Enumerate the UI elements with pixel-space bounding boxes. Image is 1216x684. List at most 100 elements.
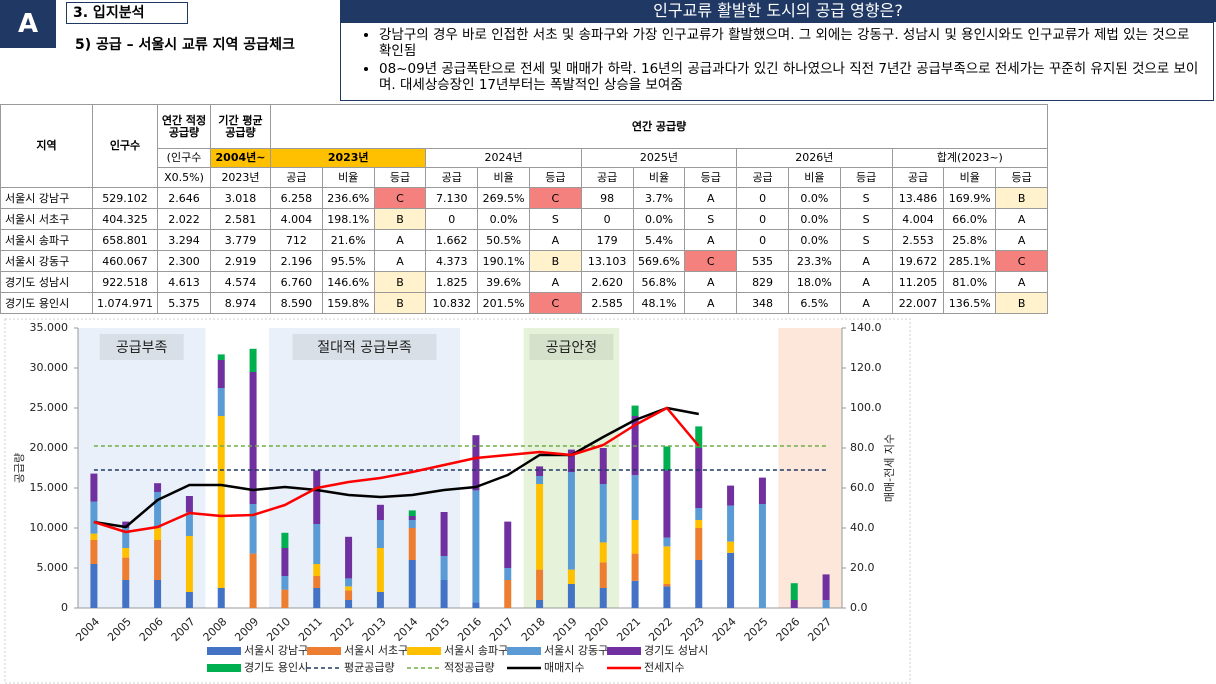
table-cell: 190.1% <box>477 250 530 272</box>
bar-segment <box>408 510 416 516</box>
bar-segment <box>567 449 575 472</box>
table-cell: 18.0% <box>787 271 841 293</box>
bar-segment <box>695 508 703 520</box>
table-cell: 경기도 용인시 <box>0 292 93 314</box>
table-cell: 경기도 성남시 <box>0 271 93 293</box>
x-tick-label: 2020 <box>583 615 612 644</box>
y-axis-title: 공급량 <box>13 453 26 483</box>
table-cell: 50.5% <box>477 229 530 251</box>
table-cell: 712 <box>270 229 323 251</box>
x-tick-label: 2012 <box>328 615 357 644</box>
legend-label: 경기도 성남시 <box>644 644 708 657</box>
legend-swatch <box>207 647 241 655</box>
table-cell: S <box>528 208 582 230</box>
table-cell: 25.8% <box>943 229 997 251</box>
y2-axis-title: 매매-전세 지수 <box>883 434 896 502</box>
table-cell: 19.672 <box>891 250 945 272</box>
header-cell: 2025년 <box>580 148 738 168</box>
table-cell: 0.0% <box>787 187 841 209</box>
legend-label: 평균공급량 <box>344 661 395 674</box>
table-cell: 285.1% <box>943 250 997 272</box>
table-cell: 95.5% <box>321 250 375 272</box>
bar-segment <box>790 583 798 600</box>
table-cell: B <box>373 208 427 230</box>
bar-segment <box>567 584 575 608</box>
bar-segment <box>376 504 384 520</box>
table-cell: A <box>684 187 738 209</box>
bar-segment <box>313 524 321 564</box>
table-cell: 201.5% <box>477 292 530 314</box>
bar-segment <box>504 568 512 580</box>
table-cell: A <box>839 250 893 272</box>
region-label: 절대적 공급부족 <box>317 340 412 356</box>
bar-segment <box>185 496 193 512</box>
table-cell: 0.0% <box>787 208 841 230</box>
table-cell: 4.004 <box>891 208 945 230</box>
table-cell: 2.300 <box>157 250 211 272</box>
header-cell: 공급 <box>736 167 789 188</box>
bar-segment <box>758 504 766 608</box>
bar-segment <box>90 473 98 502</box>
y-tick-label: 10.000 <box>30 521 69 534</box>
table-cell: 179 <box>580 229 634 251</box>
x-tick-label: 2004 <box>73 615 102 644</box>
header-cell: 지역 <box>0 104 93 188</box>
table-cell: A <box>373 229 427 251</box>
line-series <box>93 406 699 529</box>
bar-segment <box>408 560 416 608</box>
bar-segment <box>631 405 639 416</box>
table-cell: 3.018 <box>210 187 271 209</box>
region-label-shade <box>292 334 437 360</box>
table-cell: 13.486 <box>891 187 945 209</box>
x-tick-label: 2007 <box>169 615 198 644</box>
bar-segment <box>536 569 544 600</box>
bullet-list: 강남구의 경우 바로 인접한 서초 및 송파구와 가장 인구교류가 활발했으며.… <box>340 22 1214 101</box>
table-cell: 2.196 <box>270 250 323 272</box>
data-row: 경기도 용인시 1.074.971 5.375 8.974 8.590 159.8% B 10… <box>0 292 1049 314</box>
region-label: 공급안정 <box>546 340 598 356</box>
table-cell: A <box>684 229 738 251</box>
bar-segment <box>249 553 257 608</box>
bar-segment <box>758 477 766 504</box>
table-cell: 6.258 <box>270 187 323 209</box>
region <box>778 328 842 608</box>
section-label: 3. 입지분석 <box>66 2 188 24</box>
table-cell: C <box>684 250 738 272</box>
header-cell: 공급 <box>270 167 323 188</box>
legend-swatch <box>407 647 441 655</box>
table-cell: 서울시 서초구 <box>0 208 93 230</box>
bar-segment <box>217 354 225 360</box>
header-cell: 2023년 <box>269 148 427 168</box>
bar-segment <box>536 600 544 608</box>
table-cell: S <box>839 208 893 230</box>
table-cell: B <box>995 292 1049 314</box>
table-cell: A <box>995 229 1049 251</box>
bar-segment <box>122 580 130 608</box>
legend-label: 서울시 송파구 <box>444 644 508 657</box>
bar-segment <box>408 516 416 520</box>
table-cell: 0 <box>736 208 789 230</box>
y-tick-label: 0 <box>61 601 68 614</box>
badge: A <box>0 0 56 48</box>
y-tick-label: 5.000 <box>37 561 69 574</box>
table-cell: 2.553 <box>891 229 945 251</box>
table-cell: 56.8% <box>632 271 686 293</box>
table-cell: 136.5% <box>943 292 997 314</box>
x-tick-label: 2008 <box>201 615 230 644</box>
bar-segment <box>472 490 480 603</box>
supply-table: 지역 인구수 연간 적정 공급량 기간 평균 공급량 연간 공급량 (인구수 2004년~ 2… <box>0 104 1049 314</box>
bar-segment <box>313 588 321 608</box>
bar-segment <box>249 504 257 554</box>
bar-segment <box>249 372 257 504</box>
bar-segment <box>663 537 671 547</box>
region-label-box <box>292 334 437 360</box>
table-cell: A <box>684 271 738 293</box>
bar-segment <box>154 528 162 540</box>
header-cell: 연간 적정 공급량 <box>157 104 211 149</box>
table-cell: A <box>995 271 1049 293</box>
line-series <box>93 406 700 534</box>
bar-segment <box>727 541 735 553</box>
region-label-box <box>99 334 184 360</box>
bar-segment <box>313 576 321 588</box>
y-tick-label: 25.000 <box>30 401 69 414</box>
